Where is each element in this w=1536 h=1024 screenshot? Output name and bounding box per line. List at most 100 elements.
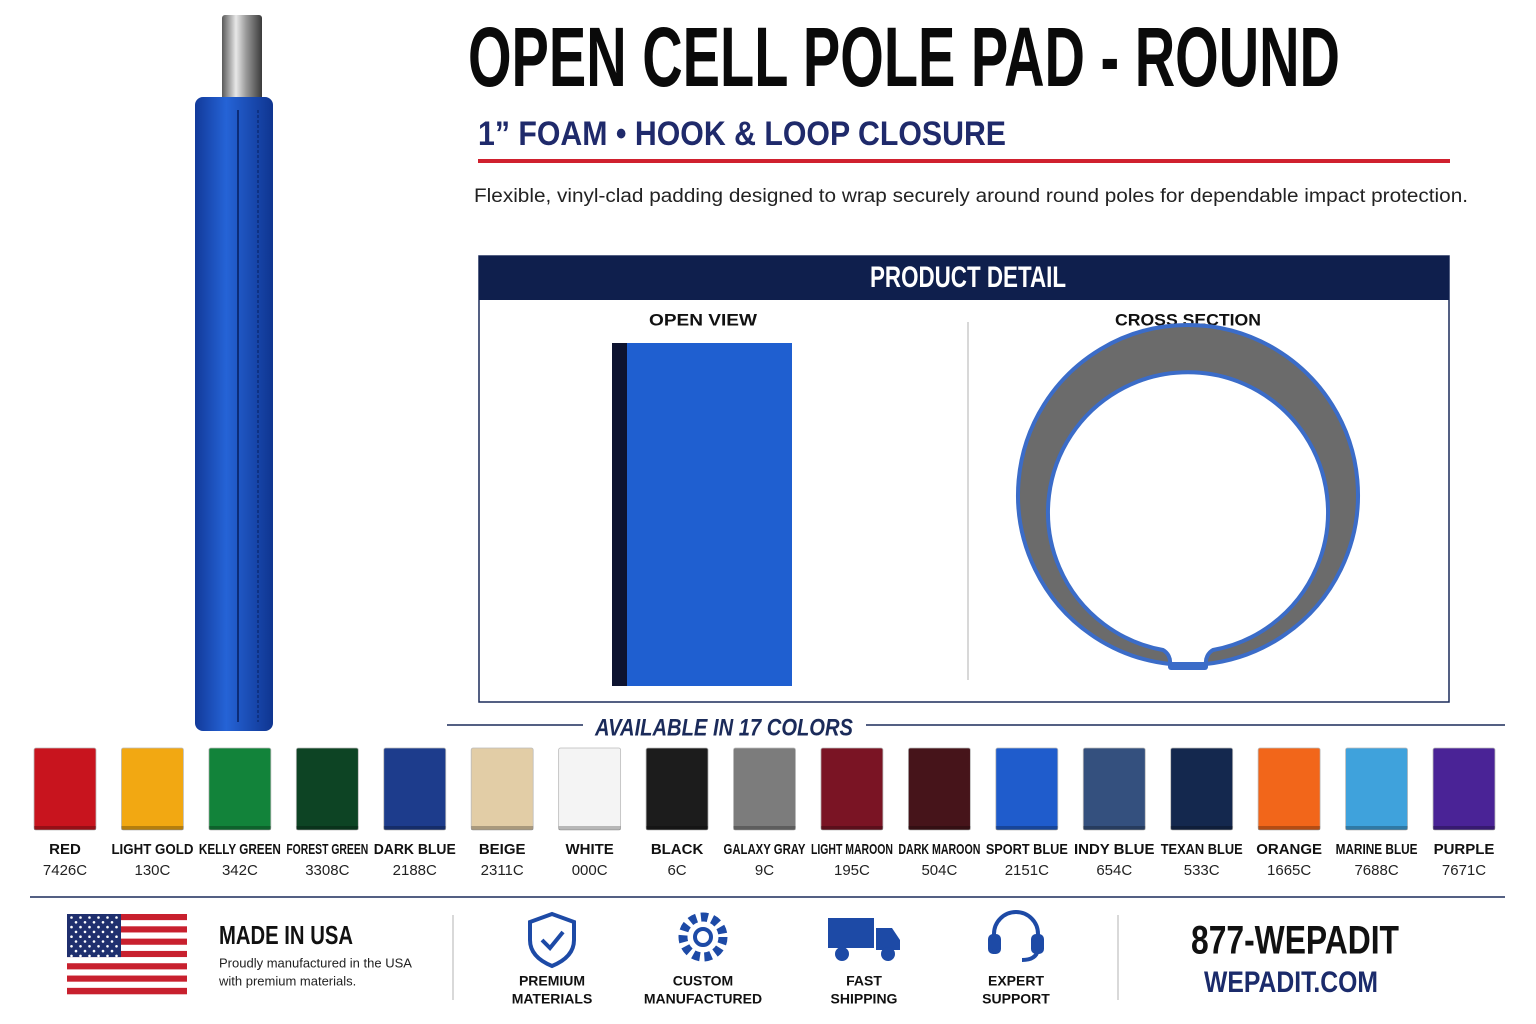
flag-star <box>70 954 73 958</box>
flag-star <box>97 925 100 929</box>
color-code: 7671C <box>1442 862 1486 879</box>
feature-label: SHIPPING <box>831 991 898 1007</box>
check-icon <box>540 930 565 951</box>
color-code: 533C <box>1184 862 1220 879</box>
flag-stripe <box>67 963 187 970</box>
detail-header <box>479 256 1449 300</box>
pole-image <box>195 15 273 731</box>
swatch-shadow <box>34 826 96 830</box>
feature-label: MANUFACTURED <box>644 991 762 1007</box>
pad-tube <box>195 97 273 731</box>
swatch <box>208 747 272 831</box>
headset-ear <box>988 934 1001 954</box>
swatch <box>1170 747 1234 831</box>
color-code: 6C <box>667 862 686 879</box>
flag-star <box>79 945 82 948</box>
flag-star <box>79 925 82 929</box>
red-rule <box>478 159 1450 163</box>
flag-star <box>88 935 91 938</box>
closure-flap <box>1168 662 1208 670</box>
flag-star <box>70 916 73 919</box>
website: WEPADIT.COM <box>1204 966 1378 999</box>
flag-stripe <box>67 944 187 952</box>
flag-star <box>83 949 87 953</box>
headset-band <box>992 910 1040 944</box>
color-code: 2151C <box>1005 862 1049 879</box>
flag-stripe <box>67 950 187 958</box>
flag-star <box>101 949 105 953</box>
flag-stripe <box>67 926 187 933</box>
title: OPEN CELL POLE PAD - ROUND <box>468 10 1340 104</box>
swatch <box>121 747 184 831</box>
swatch-shadow <box>646 826 709 830</box>
flag-star <box>88 945 91 948</box>
flag-star <box>110 930 114 934</box>
color-code: 1665C <box>1267 862 1311 879</box>
flag-star <box>74 940 78 943</box>
flag-stripe <box>67 987 187 995</box>
hook-loop-strip <box>612 343 627 686</box>
open-view-pad <box>612 343 792 686</box>
flag-star <box>79 935 82 938</box>
flag-stripe <box>67 914 187 921</box>
truck-wheel <box>881 947 895 961</box>
flag-stripe <box>67 969 187 976</box>
flag-star <box>70 935 73 938</box>
color-name: LIGHT GOLD <box>111 841 193 858</box>
flag-star <box>97 954 100 958</box>
flag-star <box>106 925 109 929</box>
swatch-shadow <box>1170 826 1233 830</box>
flag-star <box>88 925 91 929</box>
swatch <box>1345 747 1408 831</box>
detail-box: PRODUCT DETAIL OPEN VIEW CROSS SECTION <box>478 255 1450 703</box>
swatch-shadow <box>296 826 359 830</box>
color-name: FOREST GREEN <box>286 841 368 858</box>
color-name: GALAXY GRAY <box>724 841 806 858</box>
color-code: 2311C <box>481 862 524 879</box>
color-name: ORANGE <box>1256 841 1322 858</box>
swatch-shadow <box>1083 826 1146 830</box>
cross-section-ring <box>1016 323 1360 667</box>
flag-stripe <box>67 932 187 939</box>
swatch-shadow <box>121 826 184 830</box>
usa-flag <box>67 914 187 995</box>
truck-body <box>828 918 874 948</box>
flag-stripe <box>67 920 187 927</box>
open-view-label: OPEN VIEW <box>649 310 758 329</box>
steel-pole <box>222 15 262 103</box>
swatch-shadow <box>733 826 796 830</box>
swatch-shadow <box>1433 826 1495 830</box>
color-name: WHITE <box>565 841 613 858</box>
color-code: 7688C <box>1354 862 1398 879</box>
color-code: 2188C <box>393 862 437 879</box>
flag-star <box>92 949 96 953</box>
color-code: 504C <box>921 862 957 879</box>
swatch <box>1257 747 1321 831</box>
flag-star <box>70 925 73 929</box>
swatch <box>383 747 447 831</box>
cross-section-label: CROSS SECTION <box>1115 310 1261 329</box>
color-name: LIGHT MAROON <box>811 841 893 858</box>
flag-stripe <box>67 981 187 989</box>
swatch-shadow <box>558 826 621 830</box>
subtitle: 1” FOAM • HOOK & LOOP CLOSURE <box>478 115 1006 153</box>
swatch-shadow <box>208 826 271 830</box>
color-name: SPORT BLUE <box>986 841 1068 858</box>
swatch-shadow <box>383 826 446 830</box>
flag-star <box>88 916 91 919</box>
made-title: MADE IN USA <box>219 920 353 950</box>
color-name: INDY BLUE <box>1074 841 1155 858</box>
headset-mic <box>1021 949 1040 962</box>
swatch-shadow <box>471 826 534 830</box>
flag-star <box>115 945 118 948</box>
feature-label: PREMIUM <box>519 973 585 989</box>
feature-label: EXPERT <box>988 973 1044 989</box>
swatch <box>733 747 796 831</box>
flag-star <box>97 935 100 938</box>
description: Flexible, vinyl-clad padding designed to… <box>474 186 1468 207</box>
gear-icon <box>678 912 728 962</box>
flag-star <box>74 930 78 934</box>
flag-star <box>106 945 109 948</box>
flag-star <box>115 954 118 958</box>
